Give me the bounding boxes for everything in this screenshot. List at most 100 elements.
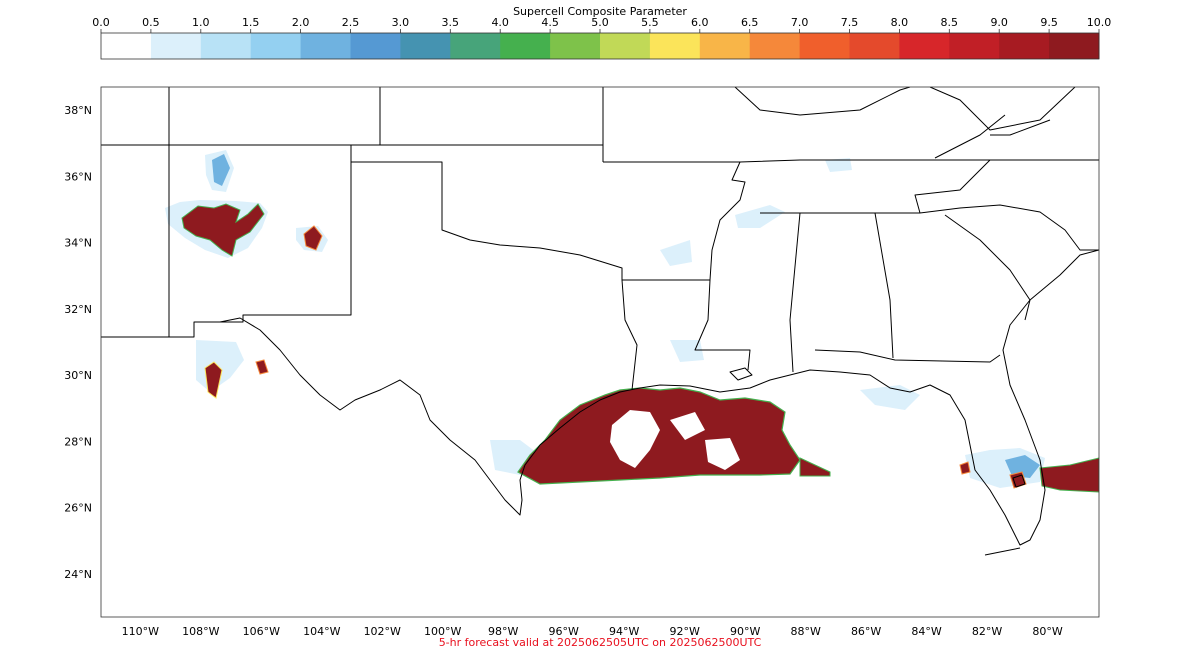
forecast-valid-caption: 5-hr forecast valid at 2025062505UTC on … <box>439 636 762 649</box>
boundary-line <box>734 87 911 116</box>
colorbar-swatch <box>200 33 252 59</box>
colorbar-tick-label: 3.0 <box>392 16 410 29</box>
longitude-label: 106°W <box>243 625 280 638</box>
coastline-gulf <box>194 249 1099 546</box>
scp-gap <box>705 438 740 470</box>
longitude-label: 98°W <box>488 625 518 638</box>
longitude-label: 84°W <box>911 625 941 638</box>
colorbar-tick-label: 4.5 <box>541 16 559 29</box>
colorbar-swatch <box>749 33 801 59</box>
colorbar-tick-label: 0.0 <box>92 16 110 29</box>
boundary-line <box>944 214 1031 321</box>
scp-area-high <box>204 361 223 399</box>
longitude-label: 86°W <box>851 625 881 638</box>
colorbar-swatch <box>899 33 950 59</box>
boundary-line <box>603 161 751 371</box>
colorbar-tick-label: 6.0 <box>691 16 709 29</box>
longitude-label: 80°W <box>1032 625 1062 638</box>
colorbar-tick-label: 3.5 <box>442 16 460 29</box>
boundary-line <box>814 349 1001 363</box>
colorbar-tick-label: 10.0 <box>1087 16 1112 29</box>
colorbar-swatch <box>649 33 701 59</box>
lake-pontchartrain <box>729 367 753 381</box>
boundary-line <box>789 212 801 373</box>
colorbar <box>101 33 1100 59</box>
colorbar-swatch <box>999 33 1050 59</box>
colorbar-tick-label: 8.5 <box>941 16 959 29</box>
colorbar-swatch <box>799 33 850 59</box>
colorbar-swatch <box>150 33 202 59</box>
coastline-keys <box>984 547 1021 556</box>
lake-okeechobee <box>1012 474 1026 488</box>
coastline <box>194 249 1099 556</box>
longitude-label: 92°W <box>669 625 699 638</box>
colorbar-tick-label: 1.0 <box>192 16 210 29</box>
boundary-line <box>929 87 1076 131</box>
latitude-label: 30°N <box>64 369 92 382</box>
longitude-label: 90°W <box>730 625 760 638</box>
colorbar-swatch <box>300 33 351 59</box>
longitude-label: 88°W <box>790 625 820 638</box>
scp-area-high <box>255 359 269 375</box>
longitude-label: 108°W <box>182 625 219 638</box>
boundary-line <box>621 279 638 391</box>
colorbar-tick-label: 5.0 <box>591 16 609 29</box>
scp-gap <box>670 412 705 440</box>
scp-area-high <box>799 457 831 477</box>
longitude-label: 96°W <box>549 625 579 638</box>
longitude-label: 94°W <box>609 625 639 638</box>
colorbar-swatch <box>1049 33 1100 59</box>
colorbar-swatch <box>550 33 601 59</box>
latitude-label: 36°N <box>64 170 92 183</box>
colorbar-tick-label: 0.5 <box>142 16 160 29</box>
colorbar-swatch <box>699 33 751 59</box>
latitude-label: 26°N <box>64 502 92 515</box>
scp-area-high <box>303 225 323 251</box>
boundary-line <box>990 119 1051 136</box>
boundary-line <box>914 159 991 214</box>
colorbar-swatch <box>250 33 302 59</box>
scp-area-medium <box>212 154 230 186</box>
colorbar-title: Supercell Composite Parameter <box>513 5 687 18</box>
scp-area-high <box>181 203 265 257</box>
latitude-labels: 24°N 26°N 28°N 30°N 32°N 34°N 36°N 38°N <box>64 104 92 581</box>
longitude-label: 110°W <box>122 625 159 638</box>
scp-area-high <box>1039 457 1099 493</box>
colorbar-tick-label: 2.0 <box>292 16 310 29</box>
colorbar-tick-label: 9.0 <box>990 16 1008 29</box>
colorbar-tick-label: 2.5 <box>342 16 360 29</box>
latitude-label: 38°N <box>64 104 92 117</box>
colorbar-swatch <box>450 33 501 59</box>
colorbar-swatch <box>600 33 651 59</box>
scp-area-light <box>735 205 785 228</box>
scp-area-light <box>825 158 852 172</box>
colorbar-tick-label: 9.5 <box>1040 16 1058 29</box>
colorbar-swatch <box>500 33 551 59</box>
colorbar-frame <box>100 32 1100 60</box>
boundary-line <box>919 204 1099 251</box>
scp-area-light <box>670 340 704 362</box>
longitude-label: 104°W <box>303 625 340 638</box>
latitude-label: 32°N <box>64 303 92 316</box>
scp-gap <box>610 410 660 468</box>
boundary-line <box>351 161 710 281</box>
colorbar-swatch <box>949 33 1000 59</box>
scp-field <box>165 150 1099 493</box>
scp-area-light <box>660 240 692 266</box>
latitude-label: 28°N <box>64 435 92 448</box>
colorbar-tick-label: 7.5 <box>841 16 859 29</box>
state-boundaries <box>101 87 1099 391</box>
map-background <box>101 87 1099 617</box>
longitude-labels: 110°W 108°W 106°W 104°W 102°W 100°W 98°W 96°W 94… <box>122 625 1063 638</box>
colorbar-tick-label: 6.5 <box>741 16 759 29</box>
longitude-label: 100°W <box>424 625 461 638</box>
boundary-line <box>874 212 894 359</box>
boundary-line <box>934 114 1006 159</box>
scp-area-medium <box>1005 455 1040 478</box>
latitude-label: 34°N <box>64 237 92 250</box>
colorbar-swatch <box>849 33 900 59</box>
colorbar-swatch <box>101 33 152 59</box>
colorbar-tick-label: 1.5 <box>242 16 260 29</box>
boundary-line <box>101 145 352 338</box>
